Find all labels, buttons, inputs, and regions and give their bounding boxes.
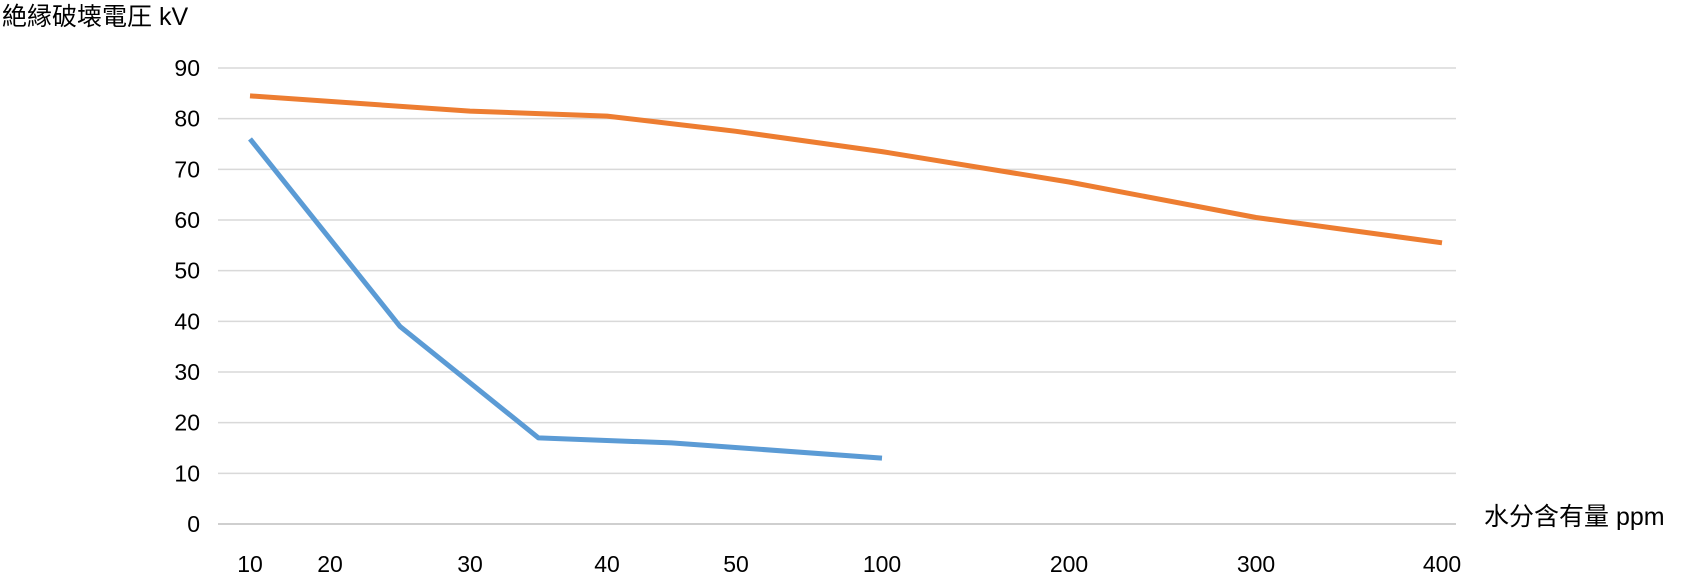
gridlines (218, 67, 1456, 525)
y-tick-label: 50 (174, 258, 200, 284)
x-tick-labels: 10 20 30 40 50 100 200 300 400 (237, 551, 1461, 575)
series-lines (248, 93, 1443, 461)
x-tick-label: 20 (317, 551, 343, 575)
x-tick-label: 50 (723, 551, 749, 575)
y-tick-label: 60 (174, 207, 200, 233)
x-tick-label: 10 (237, 551, 263, 575)
series-line-2 (248, 137, 883, 461)
x-tick-label: 30 (457, 551, 483, 575)
x-tick-label: 200 (1050, 551, 1088, 575)
y-tick-label: 10 (174, 460, 200, 486)
y-tick-label: 20 (174, 410, 200, 436)
x-tick-label: 400 (1423, 551, 1461, 575)
x-tick-label: 100 (863, 551, 901, 575)
y-tick-label: 0 (187, 511, 200, 537)
x-tick-label: 40 (594, 551, 620, 575)
y-tick-label: 80 (174, 106, 200, 132)
y-tick-label: 30 (174, 359, 200, 385)
series-line-1 (249, 93, 1443, 246)
y-tick-label: 70 (174, 156, 200, 182)
y-axis-label: 絶縁破壊電圧 kV (2, 3, 188, 31)
x-axis-label: 水分含有量 ppm (1484, 503, 1665, 531)
x-tick-label: 300 (1237, 551, 1275, 575)
y-tick-labels: 0 10 20 30 40 50 60 70 80 90 (174, 55, 200, 537)
y-tick-label: 40 (174, 308, 200, 334)
y-tick-label: 90 (174, 55, 200, 81)
